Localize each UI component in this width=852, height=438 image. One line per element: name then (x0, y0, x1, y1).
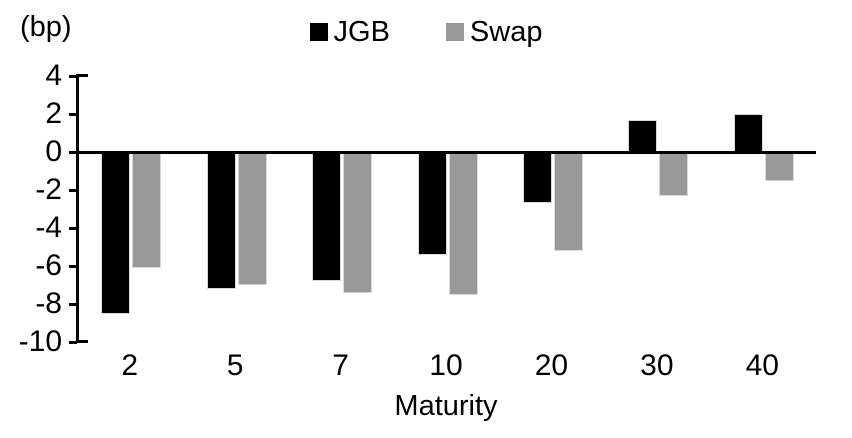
x-tick-label: 30 (640, 349, 674, 382)
y-tick-mark (69, 340, 77, 344)
y-tick-label: -6 (35, 249, 62, 282)
bar-jgb-40 (733, 114, 763, 152)
y-axis-bottom-cap (76, 340, 88, 343)
bar-jgb-7 (312, 152, 342, 282)
y-tick-mark (69, 74, 77, 78)
y-tick-label: 4 (45, 59, 62, 92)
y-tick-label: -10 (18, 325, 62, 358)
y-tick-mark (69, 264, 77, 268)
y-tick-mark (69, 150, 77, 154)
bar-jgb-20 (522, 152, 552, 204)
zero-baseline (77, 150, 816, 154)
x-tick-label: 5 (226, 349, 244, 382)
bar-swap-40 (764, 152, 794, 181)
y-axis-top-cap (76, 74, 88, 77)
x-tick-label: 20 (534, 349, 569, 382)
legend-label-jgb: JGB (333, 16, 390, 48)
bar-swap-20 (553, 152, 583, 251)
swap-swatch-icon (445, 23, 464, 41)
jgb-swatch-icon (309, 23, 328, 41)
legend-label-swap: Swap (469, 16, 543, 48)
y-tick-mark (69, 302, 77, 306)
x-tick-label: 2 (121, 349, 139, 382)
y-tick-label: -8 (35, 287, 62, 320)
bar-swap-7 (343, 152, 373, 293)
y-tick-mark (69, 226, 77, 230)
bar-swap-5 (237, 152, 267, 285)
bar-swap-2 (132, 152, 162, 268)
y-axis-line (76, 74, 79, 343)
bar-jgb-5 (206, 152, 236, 289)
legend-item-swap: Swap (445, 16, 543, 48)
bar-jgb-30 (628, 119, 658, 152)
bar-swap-10 (448, 152, 478, 295)
y-tick-mark (69, 112, 77, 116)
x-axis-title: Maturity (394, 390, 498, 422)
legend-item-jgb: JGB (309, 16, 390, 48)
y-tick-label: -2 (35, 173, 62, 206)
bar-swap-30 (659, 152, 689, 196)
y-tick-label: 0 (45, 135, 62, 168)
y-axis-unit-label: (bp) (20, 11, 72, 43)
y-tick-mark (69, 188, 77, 192)
x-tick-label: 7 (332, 349, 349, 382)
x-tick-label: 10 (429, 349, 463, 382)
x-tick-label: 40 (745, 349, 779, 382)
bar-jgb-10 (417, 152, 447, 255)
y-tick-label: -4 (35, 211, 62, 244)
y-tick-label: 2 (45, 97, 62, 130)
legend: JGB Swap (0, 16, 852, 48)
bar-jgb-2 (101, 152, 131, 314)
